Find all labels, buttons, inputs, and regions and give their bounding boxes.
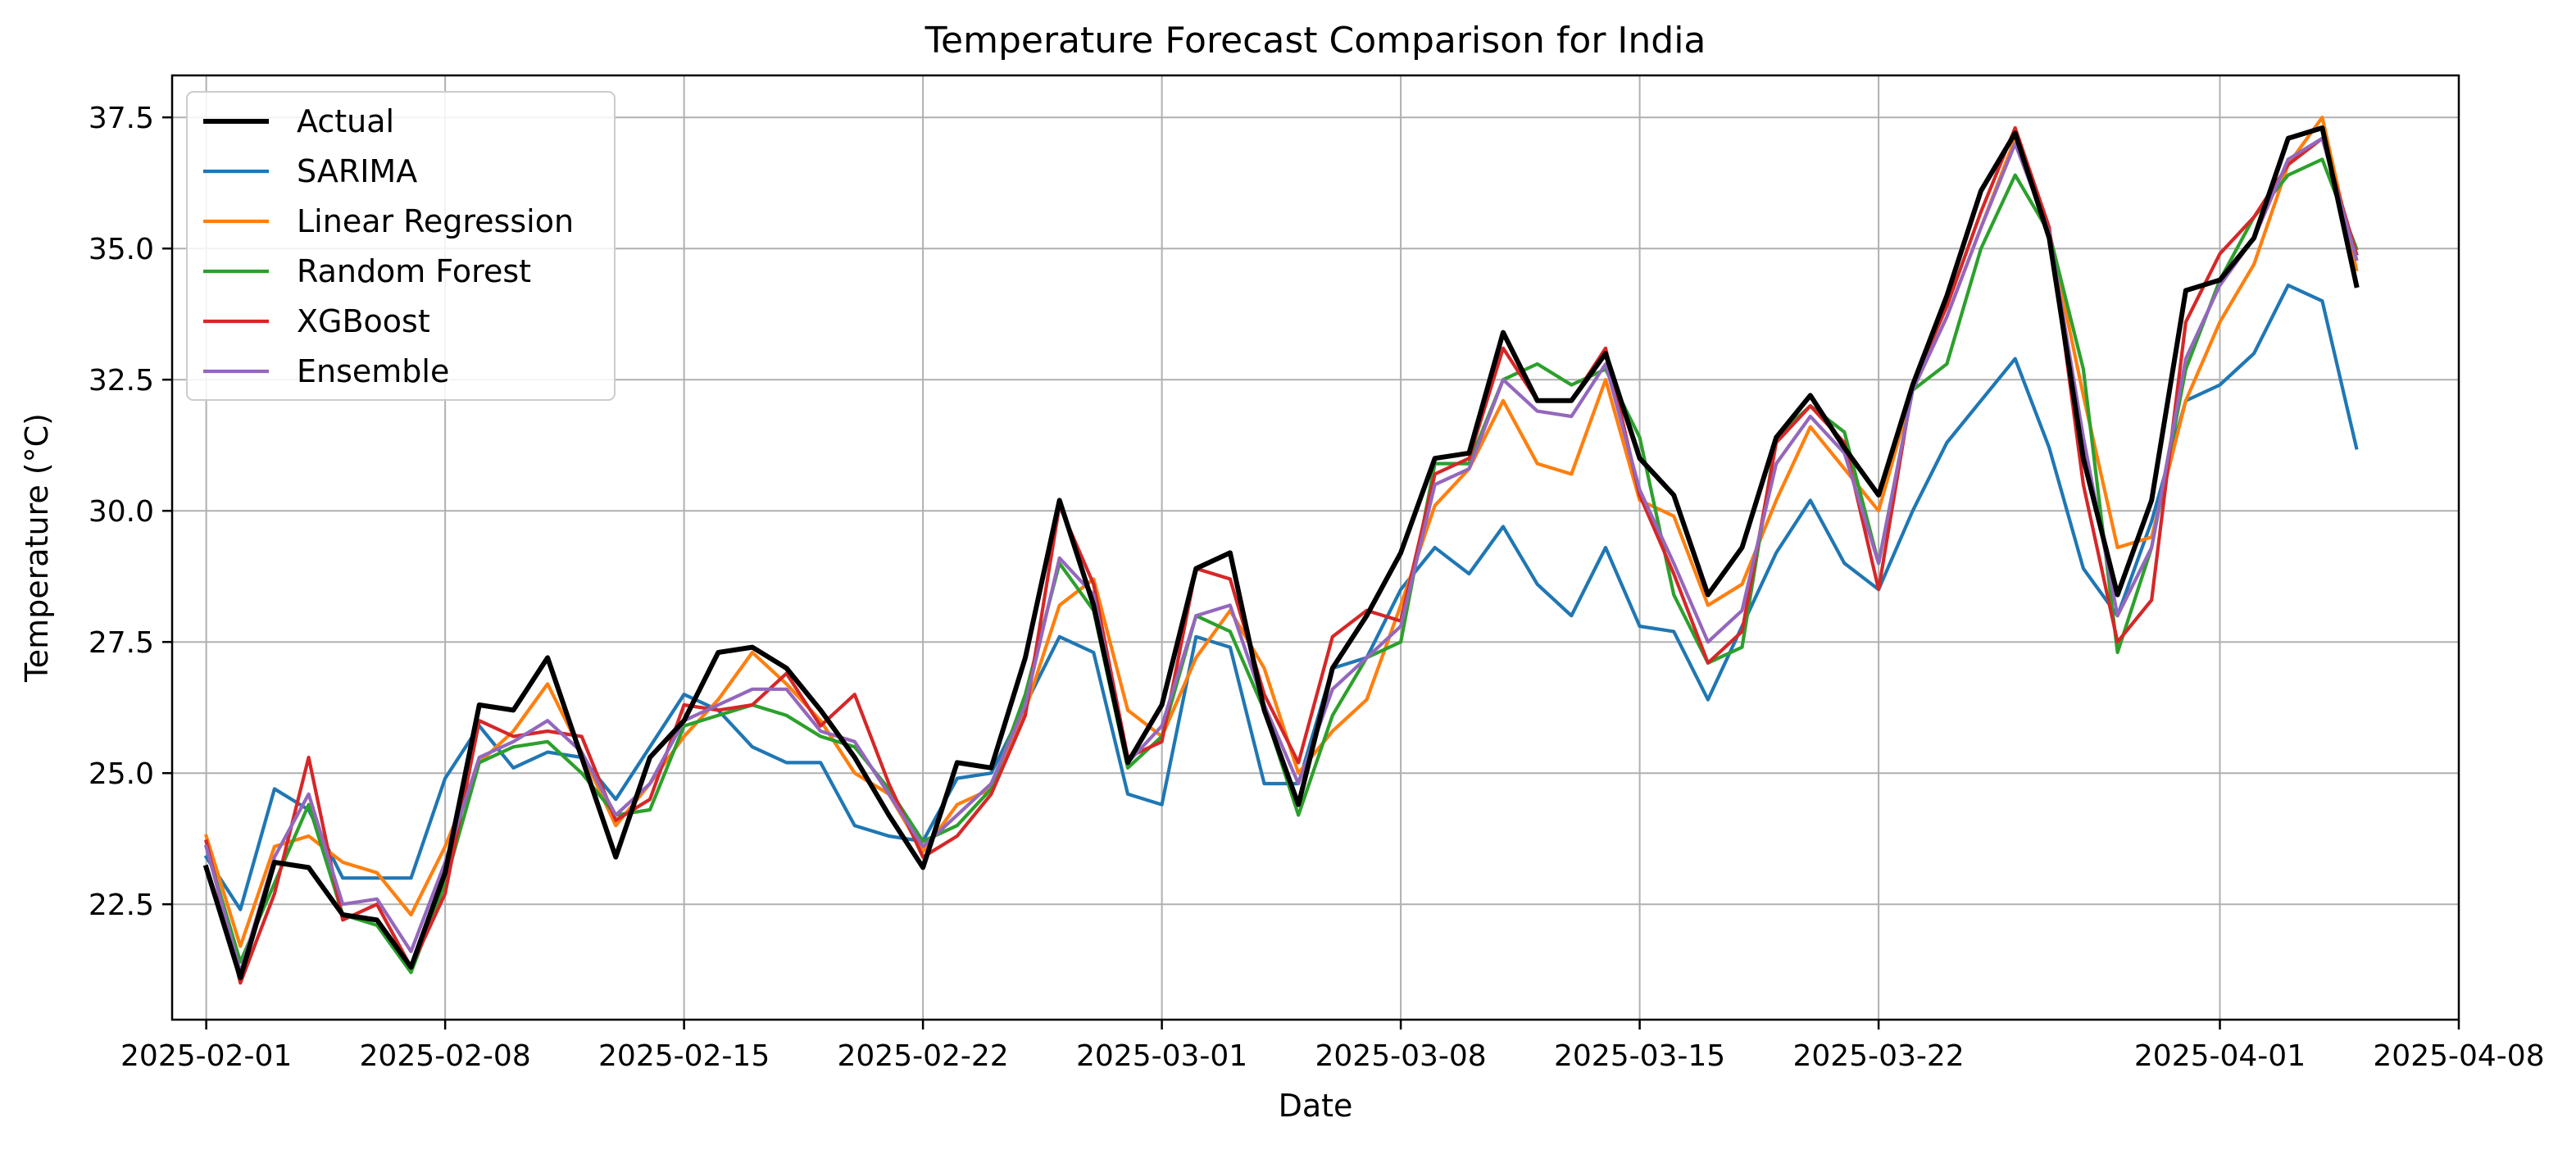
- y-tick-label: 32.5: [89, 364, 154, 398]
- x-tick-label: 2025-03-22: [1792, 1039, 1964, 1073]
- y-axis-label: Temperature (°C): [19, 413, 55, 683]
- y-tick-label: 37.5: [89, 102, 154, 135]
- legend-label: Linear Regression: [297, 203, 574, 239]
- x-tick-label: 2025-04-01: [2134, 1039, 2306, 1073]
- x-tick-label: 2025-02-01: [120, 1039, 292, 1073]
- plot-frame: [170, 74, 2460, 1021]
- y-tick-label: 22.5: [89, 889, 154, 922]
- x-tick-label: 2025-03-01: [1076, 1039, 1247, 1073]
- y-tick-label: 35.0: [89, 233, 154, 266]
- y-tick-label: 30.0: [89, 495, 154, 529]
- series-line-sarima: [203, 283, 2359, 911]
- series-lines: [202, 116, 2360, 985]
- legend-label: Ensemble: [297, 353, 449, 389]
- x-tick-label: 2025-04-08: [2373, 1039, 2544, 1073]
- legend-label: XGBoost: [297, 303, 430, 339]
- x-tick-label: 2025-02-08: [360, 1039, 531, 1073]
- legend-box: [186, 91, 616, 401]
- series-line-xgboost: [204, 125, 2359, 985]
- legend-label: Random Forest: [297, 253, 531, 289]
- y-tick-label: 25.0: [89, 757, 154, 791]
- x-tick-label: 2025-03-08: [1315, 1039, 1486, 1073]
- series-line-ensemble: [204, 136, 2359, 975]
- y-axis-ticks: 22.5 25.0 27.5 30.0 32.5 35.0 37.5: [89, 102, 172, 922]
- legend-label: SARIMA: [297, 153, 417, 189]
- x-axis-label: Date: [1279, 1088, 1353, 1124]
- series-line-actual: [202, 125, 2360, 980]
- legend: Actual SARIMA Linear Regression Random Fore…: [186, 91, 616, 401]
- legend-label: Actual: [297, 103, 394, 139]
- x-tick-label: 2025-02-15: [598, 1039, 770, 1073]
- x-tick-label: 2025-03-15: [1554, 1039, 1725, 1073]
- y-tick-label: 27.5: [89, 626, 154, 660]
- chart-title: Temperature Forecast Comparison for Indi…: [925, 20, 1706, 61]
- x-axis-ticks: 2025-02-01 2025-02-08 2025-02-15 2025-02-22…: [120, 1020, 2545, 1073]
- x-tick-label: 2025-02-22: [838, 1039, 1009, 1073]
